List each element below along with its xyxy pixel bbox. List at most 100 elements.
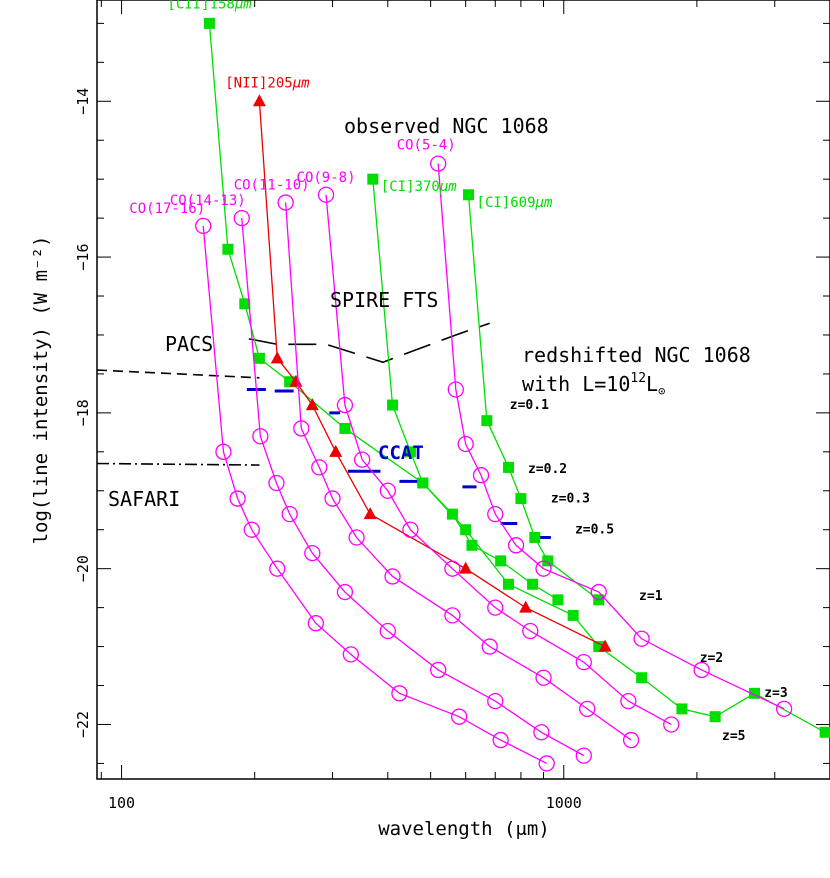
co-marker (348, 529, 365, 546)
x-tick-label: 1000 (546, 794, 582, 812)
series-label: CO(14-13) (170, 193, 246, 209)
co-marker (663, 716, 680, 733)
y-tick-label: −20 (74, 555, 92, 582)
redshift-label: z=2 (700, 651, 723, 666)
nii-marker (252, 94, 266, 107)
co-marker (233, 209, 250, 227)
series-label-unit: μm (292, 75, 310, 91)
co-marker (487, 505, 504, 523)
series-label-text: CO(5-4) (397, 138, 456, 154)
sun-symbol: ⊙ (658, 384, 665, 398)
series-line-co-9-8- (325, 194, 672, 726)
green-marker (222, 243, 234, 255)
series-label: [NII]205μm (225, 75, 310, 91)
green-marker (367, 173, 379, 185)
co-marker (481, 638, 498, 655)
series-label: [CII]158μm (167, 0, 252, 12)
co-marker (293, 420, 310, 437)
spire-label: SPIRE FTS (330, 288, 438, 312)
co-marker (379, 622, 396, 640)
co-marker (444, 607, 461, 624)
series-line-co-5-4- (437, 163, 785, 710)
co-marker (775, 700, 793, 718)
safari-label: SAFARI (108, 487, 180, 511)
green-marker (404, 446, 416, 458)
redshift-label: z=0.1 (510, 398, 549, 413)
instrument-pacs (97, 369, 260, 379)
redshifted-exponent: 12 (630, 371, 646, 386)
co-marker (633, 630, 650, 647)
x-tick-label: 100 (108, 794, 135, 812)
green-marker (567, 609, 579, 621)
green-marker (387, 399, 399, 411)
green-marker (495, 555, 507, 567)
series-label: [CI]609μm (477, 195, 553, 211)
co-marker (430, 155, 447, 172)
co-marker (450, 708, 468, 725)
redshifted-title-line1: redshifted NGC 1068 (522, 343, 751, 367)
co-marker (457, 435, 474, 453)
co-marker (243, 521, 260, 538)
series-label: CO(5-4) (397, 138, 456, 154)
co-marker (487, 599, 504, 616)
redshift-label: z=5 (722, 729, 745, 744)
co-marker (590, 583, 607, 601)
series-label-unit: μm (535, 195, 553, 211)
co-marker (336, 583, 354, 601)
y-tick-label: −14 (74, 88, 92, 115)
green-marker (460, 524, 472, 536)
green-marker (203, 17, 215, 29)
co-marker (353, 451, 371, 468)
co-marker (384, 568, 401, 585)
co-marker (391, 685, 408, 702)
co-marker (444, 560, 461, 577)
green-marker (339, 422, 351, 434)
green-marker (527, 578, 539, 590)
green-marker (552, 594, 564, 606)
green-marker (542, 555, 554, 567)
series-label: CO(9-8) (297, 170, 356, 186)
nii-marker (598, 639, 612, 652)
co-marker (215, 443, 232, 460)
green-marker (709, 711, 721, 723)
green-marker (593, 641, 605, 653)
co-marker (535, 560, 552, 577)
series-label-text: CO(11-10) (234, 178, 310, 194)
co-marker (507, 537, 525, 554)
co-marker (252, 428, 269, 445)
co-marker (492, 731, 509, 749)
redshifted-prefix: with L=10 (522, 372, 630, 396)
co-marker (533, 724, 550, 741)
series-line-co-17-16- (202, 225, 547, 764)
co-marker (268, 474, 285, 492)
redshifted-title-line2: with L=1012L⊙ (522, 371, 665, 398)
green-marker (503, 578, 515, 590)
co-marker (522, 622, 539, 640)
green-marker (466, 539, 478, 551)
nii-marker (459, 561, 473, 574)
redshift-label: z=0.5 (575, 523, 614, 538)
redshift-label: z=0.3 (551, 491, 590, 506)
co-marker (693, 661, 710, 679)
co-marker (281, 505, 298, 523)
series-labels: [CII]158μm[NII]205μm[CI]370μm[CI]609μmCO… (129, 0, 787, 744)
y-tick-label: −16 (74, 244, 92, 271)
observed-title: observed NGC 1068 (344, 114, 549, 138)
green-marker (515, 493, 527, 505)
co-marker (304, 544, 321, 562)
green-marker (503, 461, 515, 473)
y-tick-label: −18 (74, 399, 92, 426)
co-marker (472, 467, 490, 484)
redshift-label: z=3 (764, 686, 787, 701)
nii-marker (329, 444, 343, 457)
green-marker (239, 298, 251, 310)
instrument-safari (97, 462, 260, 466)
co-marker (342, 646, 359, 663)
co-marker (229, 490, 246, 507)
ccat-label: CCAT (378, 442, 424, 464)
x-axis-title: wavelength (μm) (378, 818, 550, 840)
nii-marker (305, 398, 319, 411)
redshift-label: z=0.2 (528, 462, 567, 477)
line-series (195, 17, 830, 772)
